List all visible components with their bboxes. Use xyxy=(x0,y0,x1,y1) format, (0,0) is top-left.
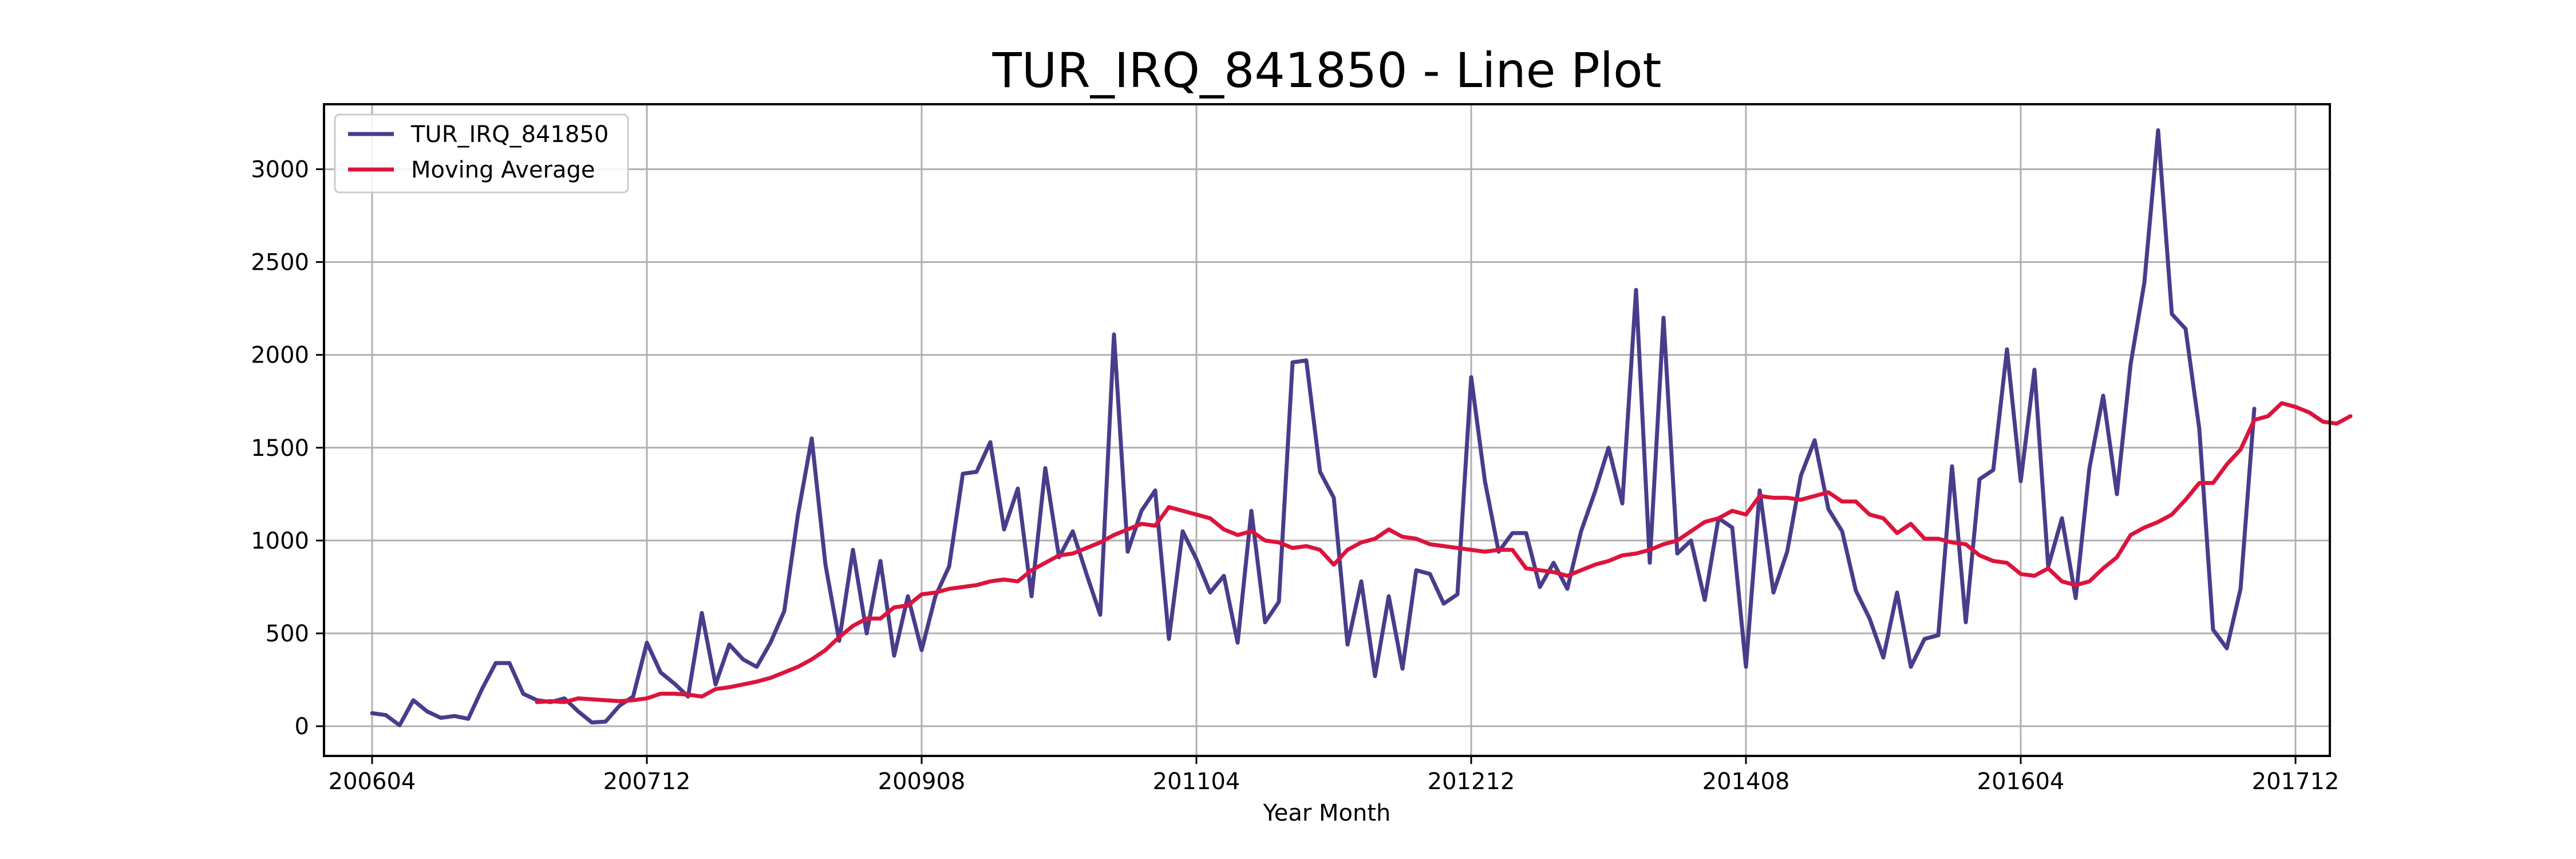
y-tick-label: 0 xyxy=(295,714,309,740)
legend-box xyxy=(334,113,629,194)
x-axis: 200604 200712 200908 201104 201212 201408 2016… xyxy=(329,756,2340,795)
moving-average-line xyxy=(535,401,2353,704)
y-tick-label: 3000 xyxy=(251,156,309,183)
legend-label-series: TUR_IRQ_841850 xyxy=(410,121,609,148)
x-axis-label: Year Month xyxy=(1263,800,1391,826)
x-tick-label: 201604 xyxy=(1977,769,2065,795)
x-tick-label: 200604 xyxy=(329,769,416,795)
y-tick-label: 500 xyxy=(266,621,309,647)
y-axis: 0 500 1000 1500 2000 2500 3000 xyxy=(251,156,324,740)
y-tick-label: 2000 xyxy=(251,342,309,369)
x-tick-label: 200712 xyxy=(603,769,691,795)
grid-lines xyxy=(324,104,2330,756)
x-tick-label: 201712 xyxy=(2252,769,2340,795)
legend: TUR_IRQ_841850 Moving Average xyxy=(334,113,629,194)
x-tick-label: 200908 xyxy=(878,769,966,795)
y-tick-label: 2500 xyxy=(251,250,309,276)
x-tick-label: 201104 xyxy=(1153,769,1240,795)
x-tick-label: 201212 xyxy=(1428,769,1515,795)
y-tick-label: 1500 xyxy=(251,435,309,462)
plot-frame xyxy=(323,103,2331,757)
chart-title: TUR_IRQ_841850 - Line Plot xyxy=(992,42,1662,98)
legend-label-moving-average: Moving Average xyxy=(411,157,595,183)
y-tick-label: 1000 xyxy=(251,528,309,554)
x-tick-label: 201408 xyxy=(1702,769,1790,795)
series-lines xyxy=(370,128,2353,727)
